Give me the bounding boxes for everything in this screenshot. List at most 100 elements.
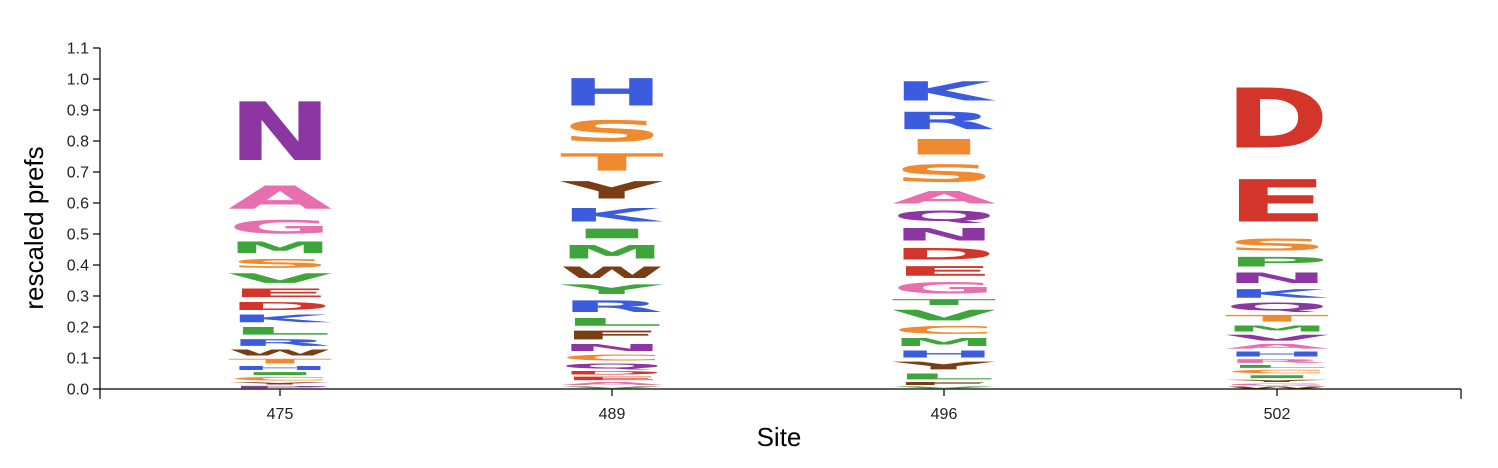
logo-letter-K: K [1225, 287, 1329, 301]
logo-letter-Q: Q [892, 208, 996, 225]
logo-letter-R: R [560, 297, 664, 316]
y-tick-label: 0.3 [67, 289, 89, 306]
logo-letter-S: S [228, 257, 332, 271]
logo-letter-L: L [1225, 364, 1329, 369]
x-tick-label-502: 502 [1264, 406, 1291, 423]
logo-letter-A: A [1225, 343, 1330, 351]
x-axis: 475 489 496 502 [99, 388, 1462, 423]
logo-letter-A: A [560, 381, 665, 386]
y-tick-label: 0.4 [67, 258, 89, 275]
logo-letter-Q: Q [560, 362, 664, 370]
logo-letter-D: D [892, 245, 996, 264]
logo-letter-F: F [560, 328, 664, 342]
logo-letter-C: C [892, 324, 996, 336]
logo-letter-Y: Y [892, 360, 996, 372]
y-axis-title: rescaled prefs [19, 146, 49, 309]
logo-letter-S: S [560, 114, 664, 148]
logo-letter-M: M [228, 238, 332, 257]
logo-letter-N: N [1225, 270, 1329, 287]
y-tick-label: 1.1 [67, 41, 89, 58]
logo-letter-D: D [1225, 72, 1329, 167]
logo-letter-Y: Y [228, 382, 331, 386]
y-axis: 0.0 0.1 0.2 0.3 0.4 0.5 0.6 0.7 0.8 0.9 1.0 1.1 [67, 41, 101, 399]
logo-letter-W: W [228, 348, 332, 357]
logo-letter-K: K [892, 76, 996, 107]
logo-letter-W: W [560, 263, 664, 282]
logo-letter-G: G [892, 279, 996, 297]
logo-letter-R: R [228, 337, 332, 348]
logo-letter-V: V [560, 386, 665, 389]
logo-letter-C: C [1225, 369, 1329, 375]
x-tick-label-489: 489 [599, 406, 626, 423]
logo-letter-F: F [892, 381, 996, 386]
logo-letter-Y: Y [560, 177, 665, 205]
logo-letter-P: P [1225, 254, 1329, 270]
y-tick-label: 0.7 [67, 165, 89, 182]
logo-letter-D: D [228, 300, 332, 312]
logo-letter-Y: Y [1225, 379, 1328, 383]
logo-letter-H: H [228, 365, 332, 371]
logo-letter-V: V [892, 386, 997, 389]
logo-letter-I: I [892, 135, 996, 160]
logo-letter-V: V [1225, 333, 1329, 342]
logo-letter-A: A [228, 179, 333, 216]
logo-letter-N: N [892, 225, 996, 245]
logo-letter-C: C [228, 376, 332, 382]
y-tick-label: 0.8 [67, 134, 89, 151]
logo-letter-N: N [228, 85, 332, 179]
logo-letter-A: A [892, 188, 996, 208]
logo-letter-V: V [228, 271, 332, 287]
y-tick-label: 0.0 [67, 382, 89, 399]
y-tick-label: 0.6 [67, 196, 89, 213]
logo-letter-E: E [892, 264, 996, 279]
logo-letter-D: D [560, 370, 664, 376]
logo-letter-L: L [892, 372, 996, 381]
logo-letter-T: T [1225, 313, 1329, 324]
logo-letter-P: P [228, 385, 332, 389]
logo-letter-I: I [1225, 374, 1329, 379]
logo-letter-M: M [1225, 324, 1329, 333]
x-tick-label-496: 496 [931, 406, 958, 423]
logo-letter-T: T [892, 298, 997, 307]
logo-letter-W: W [1225, 386, 1329, 389]
logo-letter-Q: Q [1225, 301, 1329, 313]
logo-letter-E: E [1225, 168, 1329, 236]
x-axis-title: Site [757, 422, 802, 452]
logo-stacks: PYCIHTWRLKDEVSMGANVAEDQCNFLRYWMIKYTSHVFL… [228, 71, 1330, 389]
logo-letter-E: E [560, 376, 664, 382]
logo-letter-S: S [1225, 236, 1329, 254]
y-tick-label: 0.2 [67, 320, 89, 337]
logo-letter-V: V [892, 307, 996, 324]
logo-letter-S: S [892, 160, 996, 188]
y-tick-label: 0.5 [67, 227, 89, 244]
logo-letter-M: M [560, 241, 664, 263]
logo-letter-K: K [228, 313, 332, 325]
logo-letter-H: H [560, 71, 664, 114]
logo-letter-M: M [892, 336, 996, 348]
y-tick-label: 0.9 [67, 103, 89, 120]
logo-letter-L: L [560, 316, 664, 328]
logo-letter-I: I [560, 226, 664, 241]
logo-letter-I: I [228, 371, 332, 376]
logo-letter-R: R [892, 107, 996, 135]
logo-letter-K: K [560, 204, 664, 226]
logo-letter-T: T [560, 149, 664, 177]
logo-letter-C: C [560, 353, 664, 362]
logo-letter-L: L [228, 325, 332, 337]
logo-letter-G: G [1225, 383, 1329, 386]
logo-letter-Y: Y [560, 282, 664, 297]
logo-letter-N: N [560, 342, 664, 353]
y-tick-label: 0.1 [67, 351, 89, 368]
logo-letter-R: R [1225, 358, 1329, 364]
logo-letter-H: H [892, 349, 996, 360]
logo-letter-T: T [228, 357, 333, 365]
logo-letter-E: E [228, 286, 332, 300]
x-tick-label-475: 475 [267, 406, 294, 423]
logo-letter-G: G [228, 217, 332, 239]
logo-letter-H: H [1225, 350, 1329, 358]
